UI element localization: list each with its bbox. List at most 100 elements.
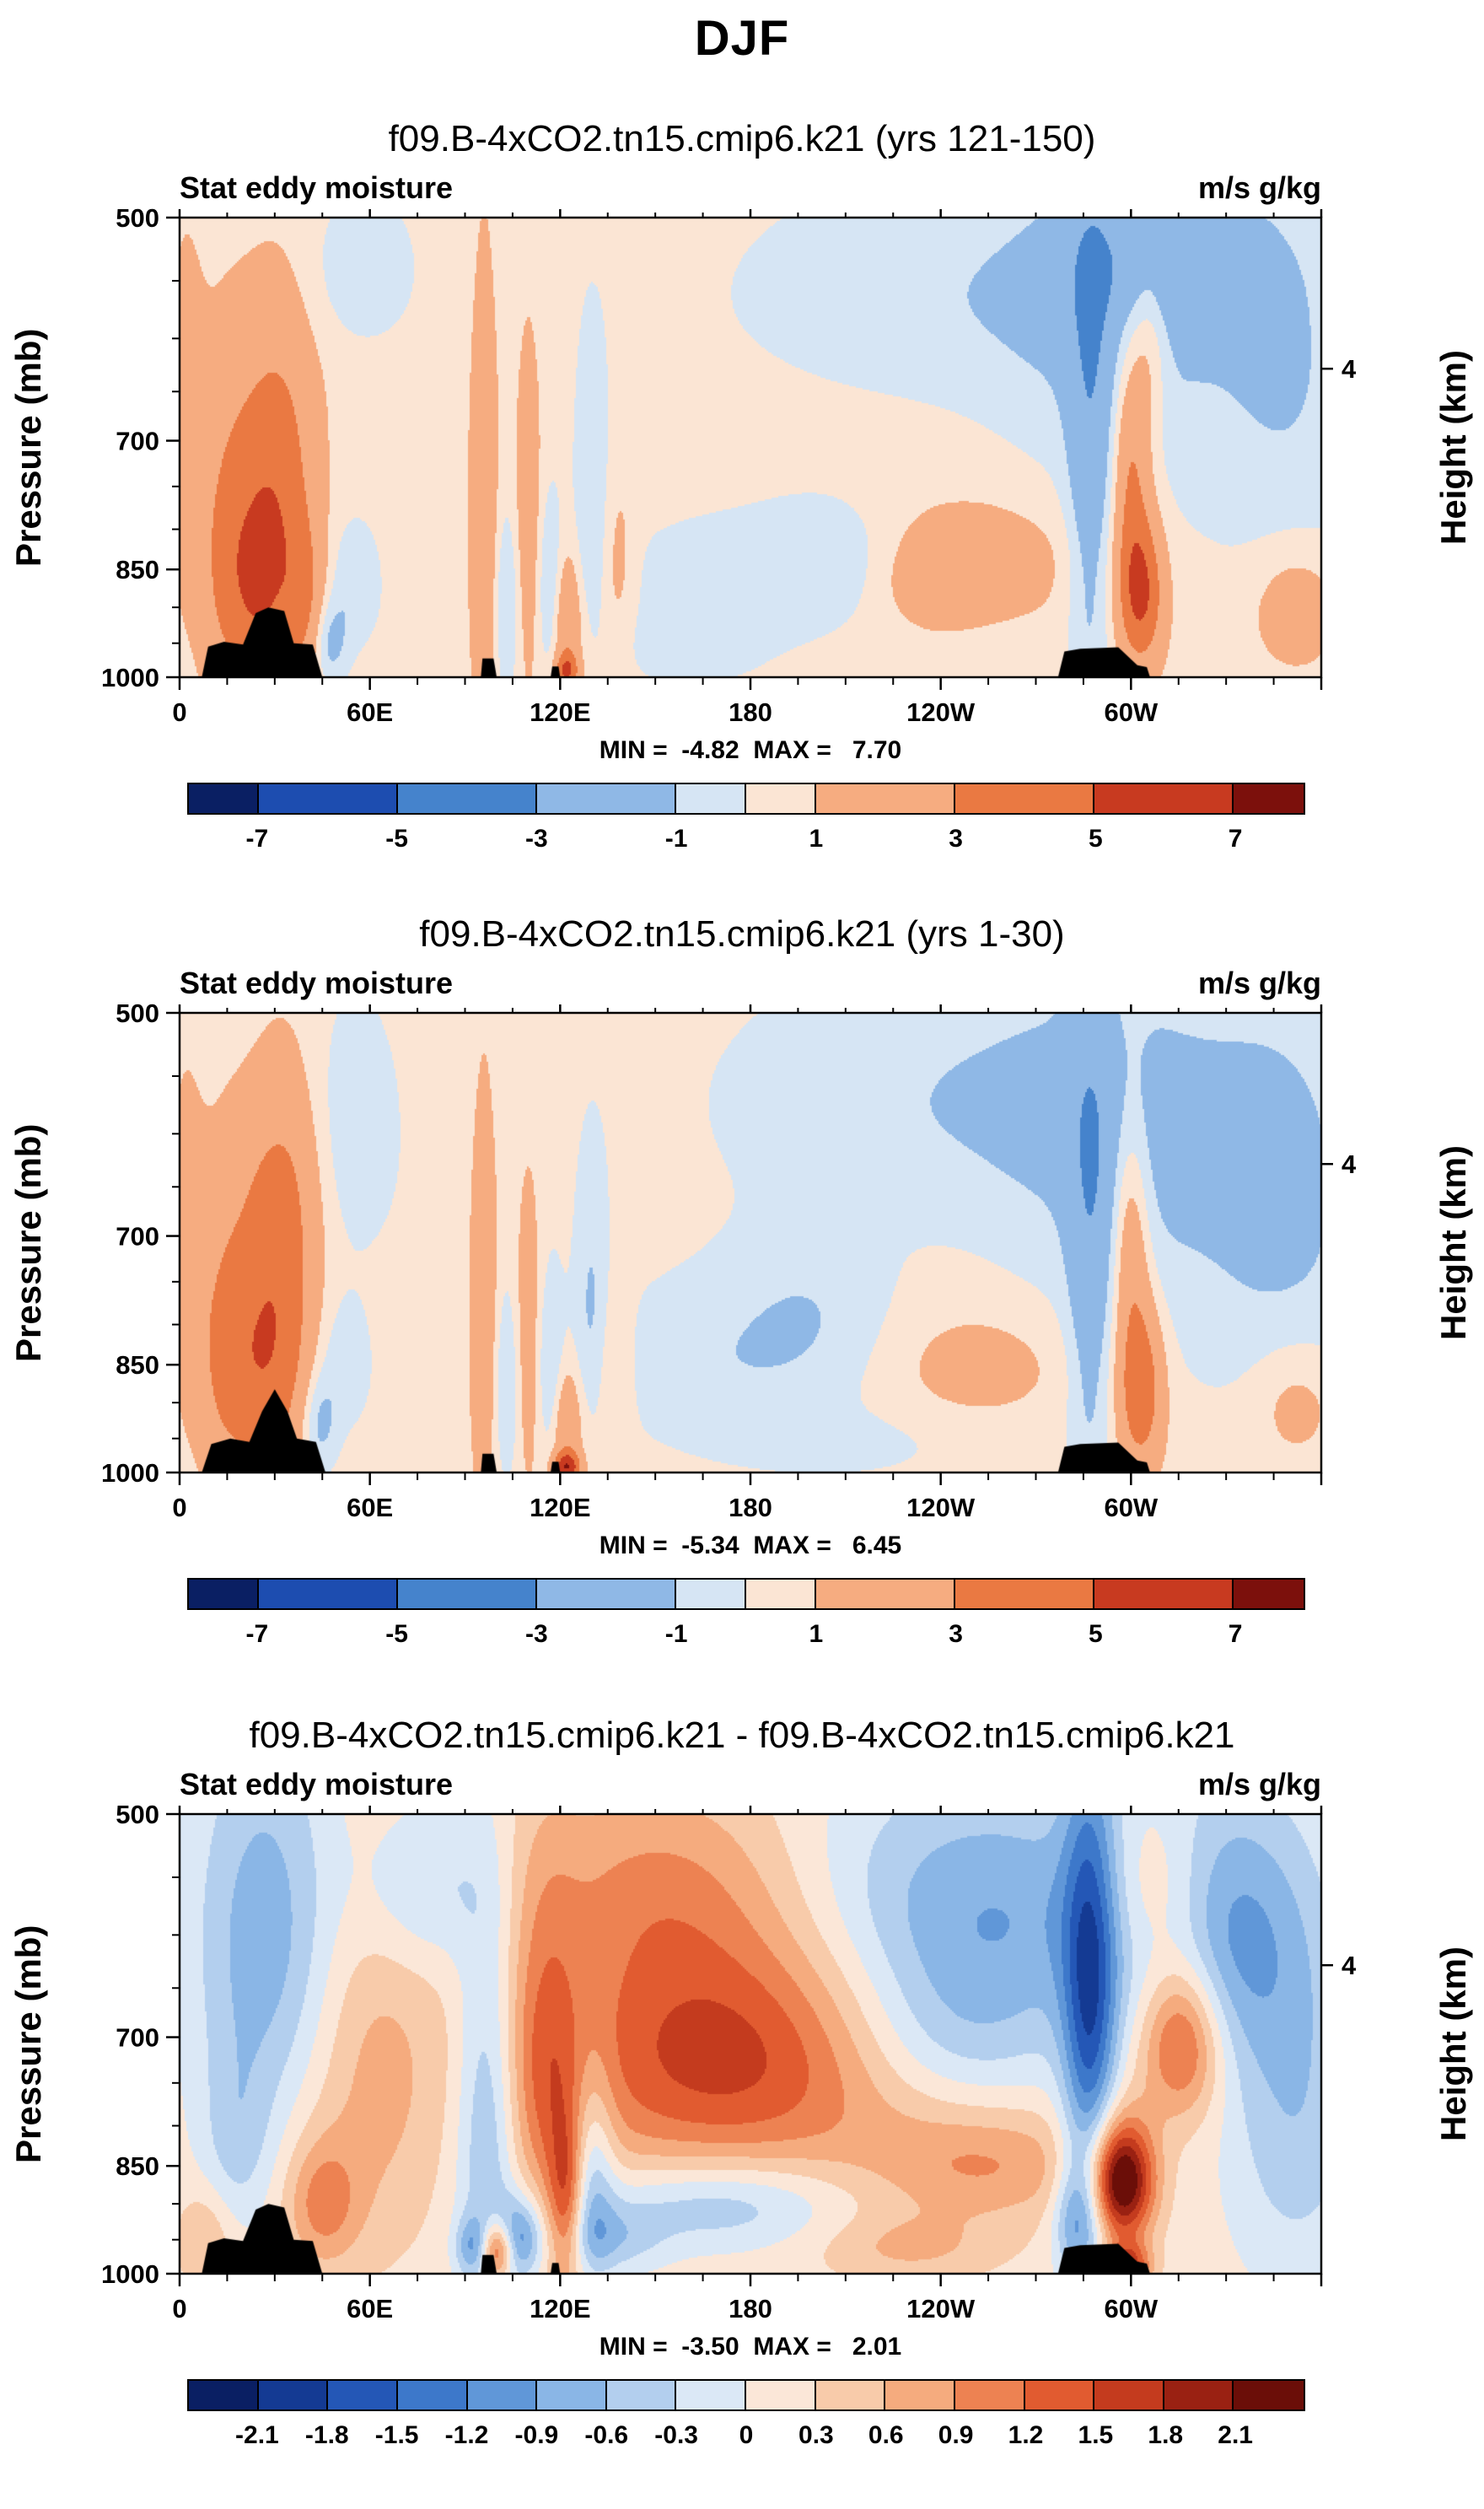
y-tick-label: 850 — [116, 2151, 159, 2181]
colorbar — [187, 1578, 1305, 1610]
colorbar-segment — [746, 784, 816, 813]
colorbar-segment — [258, 784, 398, 813]
variable-label: Stat eddy moisture — [180, 1767, 454, 1801]
y-tick-label: 700 — [116, 1222, 159, 1252]
colorbar-label: 0 — [739, 2421, 754, 2449]
colorbar-segment — [1164, 2381, 1234, 2409]
colorbar-segment — [1234, 1580, 1304, 1608]
x-tick-label: 120W — [906, 697, 976, 727]
colorbar-segment — [676, 1580, 746, 1608]
height-axis-title: Height (km) — [1433, 1946, 1473, 2141]
colorbar-label: 1.2 — [1008, 2421, 1044, 2449]
x-tick-label: 60E — [347, 697, 393, 727]
height-axis-title: Height (km) — [1433, 1145, 1473, 1340]
colorbar-label: 1 — [809, 825, 824, 853]
y-tick-label: 700 — [116, 2023, 159, 2053]
colorbar-label: 3 — [949, 825, 963, 853]
min-max-label: MIN = -3.50 MAX = 2.01 — [599, 2333, 902, 2361]
x-tick-label: 120W — [906, 1493, 976, 1522]
colorbar-segment — [397, 2381, 468, 2409]
x-tick-label: 0 — [172, 2294, 186, 2323]
colorbar-label: 0.6 — [868, 2421, 904, 2449]
colorbar-label: -7 — [245, 1620, 269, 1648]
colorbar-labels: -7 -5 -3 -1 1 3 5 7 — [187, 825, 1305, 857]
x-tick-label: 0 — [172, 697, 186, 727]
colorbar-label: -5 — [385, 1620, 408, 1648]
colorbar-segment — [537, 1580, 677, 1608]
y-tick-label: 1000 — [101, 2259, 159, 2289]
colorbar-segment — [1094, 784, 1234, 813]
x-tick-label: 60E — [347, 1493, 393, 1522]
colorbar-segment — [606, 2381, 677, 2409]
x-tick-label: 60W — [1104, 1493, 1158, 1522]
colorbar-segment — [328, 2381, 398, 2409]
colorbar-label: 3 — [949, 1620, 963, 1648]
colorbar-label: -0.9 — [514, 2421, 559, 2449]
colorbar-label: -3 — [525, 825, 548, 853]
colorbar-label: -5 — [385, 825, 408, 853]
colorbar-label: 7 — [1228, 825, 1243, 853]
colorbar-label: -7 — [245, 825, 269, 853]
colorbar-label: 5 — [1089, 825, 1103, 853]
pressure-axis-title: Pressure (mb) — [8, 328, 48, 567]
page-title: DJF — [694, 11, 790, 66]
variable-label: Stat eddy moisture — [180, 170, 454, 205]
panel-title: f09.B-4xCO2.tn15.cmip6.k21 (yrs 121-150) — [388, 118, 1096, 159]
colorbar-label: -1 — [664, 1620, 688, 1648]
x-tick-label: 180 — [729, 697, 772, 727]
colorbar-labels: -2.1 -1.8 -1.5 -1.2 -0.9 -0.6 -0.3 0 0.3 0.6 0.9 1.… — [187, 2421, 1305, 2453]
colorbar-label: 5 — [1089, 1620, 1103, 1648]
height-axis-title: Height (km) — [1433, 350, 1473, 545]
x-tick-label: 60E — [347, 2294, 393, 2323]
height-tick-label: 4 — [1342, 354, 1357, 384]
x-tick-label: 120W — [906, 2294, 976, 2323]
contour-plot — [180, 218, 1321, 677]
x-tick-label: 180 — [729, 2294, 772, 2323]
colorbar-labels: -7 -5 -3 -1 1 3 5 7 — [187, 1620, 1305, 1652]
x-tick-label: 180 — [729, 1493, 772, 1522]
panel-title: f09.B-4xCO2.tn15.cmip6.k21 (yrs 1-30) — [419, 913, 1065, 955]
y-tick-label: 500 — [116, 1800, 159, 1829]
colorbar-segment — [397, 1580, 538, 1608]
colorbar-segment — [815, 1580, 955, 1608]
colorbar-segment — [1094, 2381, 1164, 2409]
colorbar-segment — [676, 784, 746, 813]
colorbar-segment — [815, 784, 955, 813]
pressure-axis-title: Pressure (mb) — [8, 1123, 48, 1362]
colorbar-segment — [1094, 1580, 1234, 1608]
colorbar-segment — [258, 2381, 329, 2409]
colorbar-label: 1.5 — [1078, 2421, 1114, 2449]
colorbar-segment — [1024, 2381, 1095, 2409]
colorbar-segment — [676, 2381, 746, 2409]
contour-plot — [180, 1814, 1321, 2274]
colorbar-label: -1.2 — [444, 2421, 489, 2449]
colorbar-label: -1.8 — [304, 2421, 349, 2449]
colorbar-label: -0.6 — [584, 2421, 629, 2449]
colorbar-segment — [537, 784, 677, 813]
colorbar-segment — [815, 2381, 886, 2409]
colorbar-segment — [746, 1580, 816, 1608]
colorbar-segment — [954, 784, 1095, 813]
colorbar-label: -1 — [664, 825, 688, 853]
colorbar-label: 7 — [1228, 1620, 1243, 1648]
x-tick-label: 120E — [530, 2294, 590, 2323]
colorbar-segment — [954, 1580, 1095, 1608]
y-tick-label: 500 — [116, 203, 159, 233]
colorbar-segment — [746, 2381, 816, 2409]
panel-yrs-121-150: f09.B-4xCO2.tn15.cmip6.k21 (yrs 121-150)… — [0, 118, 1484, 873]
colorbar-segment — [189, 2381, 259, 2409]
contour-plot — [180, 1013, 1321, 1473]
panel-yrs-1-30: f09.B-4xCO2.tn15.cmip6.k21 (yrs 1-30) St… — [0, 913, 1484, 1668]
colorbar-label: -0.3 — [654, 2421, 698, 2449]
units-label: m/s g/kg — [1197, 170, 1321, 205]
colorbar-segment — [189, 784, 259, 813]
y-tick-label: 850 — [116, 555, 159, 584]
height-tick-label: 4 — [1342, 1951, 1357, 1980]
colorbar-label: -3 — [525, 1620, 548, 1648]
colorbar — [187, 2379, 1305, 2411]
colorbar-segment — [467, 2381, 538, 2409]
y-tick-label: 850 — [116, 1350, 159, 1380]
colorbar-segment — [537, 2381, 607, 2409]
colorbar-label: -2.1 — [235, 2421, 279, 2449]
x-tick-label: 0 — [172, 1493, 186, 1522]
